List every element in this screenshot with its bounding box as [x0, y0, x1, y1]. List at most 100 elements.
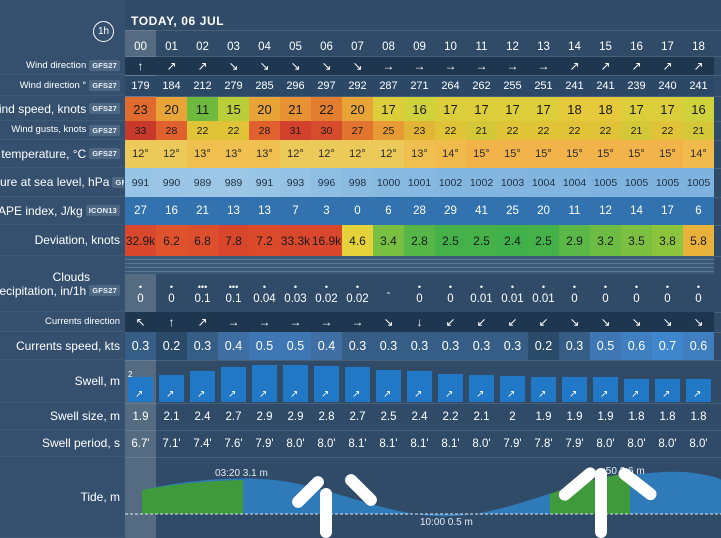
hour-column-header[interactable]: 04: [258, 41, 271, 53]
hour-column-header[interactable]: 08: [382, 41, 395, 53]
currents-direction-cell: →: [311, 312, 342, 332]
label-swell-period[interactable]: Swell period, s: [0, 430, 124, 457]
air-temp-cell: 15°: [652, 140, 683, 168]
hour-column-header[interactable]: 00: [134, 41, 147, 53]
hour-column-header[interactable]: 01: [165, 41, 178, 53]
hour-column-header[interactable]: 13: [537, 41, 550, 53]
label-pressure[interactable]: ure at sea level, hPaGFS27: [0, 168, 124, 197]
swell-period-cell: 8.0': [596, 437, 615, 450]
wind-direction-cell: →: [404, 57, 435, 75]
swell-size-cell: 2.7: [349, 410, 366, 423]
model-badge[interactable]: GFS27: [89, 103, 120, 114]
label-deviation[interactable]: Deviation, knots: [0, 225, 124, 256]
swell-period-cell: 8.0': [627, 437, 646, 450]
pressure-cell: 993: [280, 168, 311, 197]
model-badge[interactable]: ICON13: [85, 205, 120, 216]
swell-arrow-icon: ↗: [693, 389, 702, 400]
raindrop-icon: •: [262, 282, 267, 292]
wind-direction-cell: ↘: [342, 57, 373, 75]
wind-gusts-cell: 22: [559, 121, 590, 140]
swell-bar: ↗: [624, 379, 649, 402]
label-swell-size[interactable]: Swell size, m: [0, 403, 124, 430]
currents-speed-cell: 0.3: [435, 332, 466, 360]
label-swell[interactable]: Swell, m: [0, 360, 124, 403]
precipitation-cell: ••• 0.1: [218, 274, 249, 312]
wind-arrow-icon: ↘: [259, 59, 270, 73]
cape-cell: 29: [435, 197, 466, 225]
model-badge[interactable]: GFS27: [89, 60, 120, 71]
wind-speed-cell: 20: [249, 97, 280, 121]
label-currents-direction[interactable]: Currents direction: [0, 312, 124, 332]
precipitation-cell: • 0: [125, 274, 156, 312]
row-divider: [125, 30, 721, 31]
wind-arrow-icon: →: [475, 59, 488, 73]
wind-direction-deg-cell: 271: [404, 76, 435, 96]
hour-column-header[interactable]: 10: [444, 41, 457, 53]
wind-gusts-cell: 22: [652, 121, 683, 140]
precipitation-cell: • 0: [621, 274, 652, 312]
hour-column-header[interactable]: 18: [692, 41, 705, 53]
swell-arrow-icon: ↗: [631, 389, 640, 400]
hour-column-header[interactable]: 05: [289, 41, 302, 53]
wind-speed-cell: 22: [311, 97, 342, 121]
currents-speed-cell: 0.2: [156, 332, 187, 360]
hour-column-header[interactable]: 17: [661, 41, 674, 53]
current-arrow-icon: →: [258, 315, 271, 329]
swell-period-cell: 8.1': [379, 437, 398, 450]
deviation-cell: 4.6: [342, 225, 373, 256]
wind-arrow-icon: ↘: [228, 59, 239, 73]
swell-size-cell: 1.8: [628, 410, 645, 423]
wind-direction-deg-cell: 241: [559, 76, 590, 96]
wind-direction-deg-cell: 264: [435, 76, 466, 96]
deviation-cell: 33.3k: [280, 225, 311, 256]
label-wind-direction-deg[interactable]: Wind direction ° GFS27: [0, 76, 124, 96]
hour-column-header[interactable]: 16: [630, 41, 643, 53]
row-divider: [125, 96, 721, 97]
deviation-cell: 3.2: [590, 225, 621, 256]
label-wind-gusts[interactable]: Wind gusts, knots GFS27: [0, 121, 124, 140]
swell-size-cell: 2.1: [163, 410, 180, 423]
wind-speed-cell: 17: [497, 97, 528, 121]
label-wind-direction[interactable]: Wind direction GFS27: [0, 57, 124, 75]
label-tide[interactable]: Tide, m: [0, 457, 124, 538]
hour-column-header[interactable]: 11: [475, 41, 488, 53]
model-badge[interactable]: GFS27: [89, 285, 120, 296]
currents-direction-cell: →: [280, 312, 311, 332]
hour-column-header[interactable]: 12: [506, 41, 519, 53]
deviation-cell: 2.9: [559, 225, 590, 256]
hour-column-header[interactable]: 14: [568, 41, 581, 53]
forecast-grid[interactable]: TODAY, 06 JUL 03:20 3.1 m 10:00 0.5 m :5…: [125, 0, 721, 538]
air-temp-cell: 12°: [125, 140, 156, 168]
current-arrow-icon: ↑: [168, 315, 175, 329]
current-arrow-icon: ↘: [569, 315, 580, 329]
wind-direction-cell: →: [435, 57, 466, 75]
hour-column-header[interactable]: 15: [599, 41, 612, 53]
hour-column-header[interactable]: 02: [196, 41, 209, 53]
precipitation-value: -: [386, 287, 391, 299]
interval-button[interactable]: 1h: [93, 21, 114, 42]
currents-speed-cell: 0.3: [342, 332, 373, 360]
model-badge[interactable]: GFS27: [89, 124, 120, 136]
swell-arrow-icon: ↗: [476, 389, 485, 400]
wind-speed-cell: 17: [373, 97, 404, 121]
model-badge[interactable]: GFS27: [112, 176, 124, 188]
swell-period-cell: 8.0': [658, 437, 677, 450]
model-badge[interactable]: GFS27: [89, 148, 120, 159]
swell-bar: ↗: [407, 371, 432, 402]
cape-cell: 13: [218, 197, 249, 225]
hour-column-header[interactable]: 03: [227, 41, 240, 53]
swell-arrow-icon: ↗: [600, 389, 609, 400]
model-badge[interactable]: GFS27: [89, 80, 120, 91]
hour-column-header[interactable]: 06: [320, 41, 333, 53]
swell-arrow-icon: ↗: [290, 389, 299, 400]
hour-column-header[interactable]: 07: [351, 41, 364, 53]
raindrop-icon: •: [603, 282, 608, 292]
swell-period-cell: 8.0': [286, 437, 305, 450]
label-currents-speed[interactable]: Currents speed, kts: [0, 332, 124, 360]
hour-column-header[interactable]: 09: [413, 41, 426, 53]
wind-direction-cell: →: [528, 57, 559, 75]
